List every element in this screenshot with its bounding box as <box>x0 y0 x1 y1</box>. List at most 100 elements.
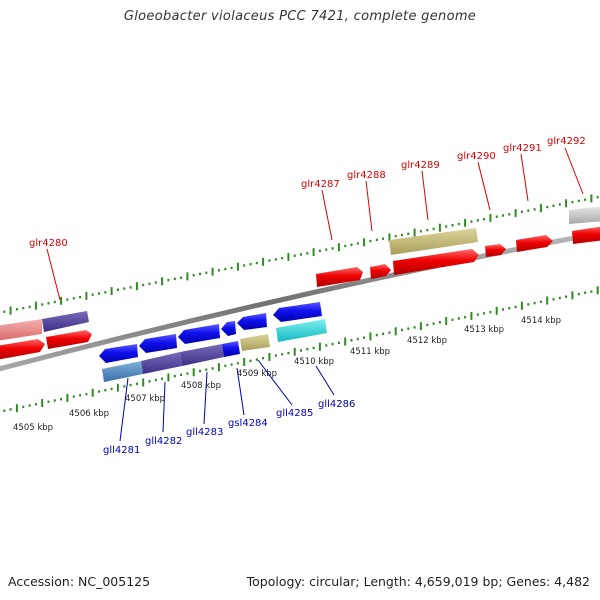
gene-arrow-red[interactable] <box>393 249 479 275</box>
gene-arrow-red[interactable] <box>370 264 391 279</box>
minor-tick <box>79 394 82 397</box>
gene-arrow-red[interactable] <box>46 330 92 349</box>
minor-tick <box>312 346 315 350</box>
minor-tick <box>520 210 523 213</box>
major-tick <box>236 262 239 271</box>
minor-tick <box>167 278 170 282</box>
gene-arrow-red[interactable] <box>516 235 553 252</box>
minor-tick <box>476 219 479 222</box>
major-tick <box>142 378 145 387</box>
minor-tick <box>148 282 151 285</box>
minor-tick <box>356 242 359 245</box>
gene-arrow-blue[interactable] <box>237 313 267 330</box>
minor-tick <box>104 291 107 294</box>
gene-box-blue[interactable] <box>222 341 240 357</box>
gene-features[interactable] <box>0 206 600 382</box>
gene-box-purple[interactable] <box>180 344 224 366</box>
scale-label: 4509 kbp <box>237 369 277 379</box>
gene-label-glr4288[interactable]: glr4288 <box>347 170 386 181</box>
major-tick <box>66 393 69 402</box>
major-tick <box>514 209 517 218</box>
minor-tick <box>325 248 328 251</box>
minor-tick <box>205 271 208 274</box>
minor-tick <box>15 308 18 311</box>
major-tick <box>539 204 542 213</box>
major-tick <box>186 272 189 281</box>
minor-tick <box>154 378 157 382</box>
minor-tick <box>205 368 208 371</box>
minor-tick <box>281 353 284 356</box>
minor-tick <box>508 213 511 216</box>
gene-label-glr4290[interactable]: glr4290 <box>457 151 496 162</box>
gene-label-gll4283[interactable]: gll4283 <box>186 427 223 438</box>
minor-tick <box>565 295 568 298</box>
minor-tick <box>249 263 252 266</box>
gene-arrow-blue[interactable] <box>139 334 177 353</box>
minor-tick <box>350 339 353 342</box>
minor-tick <box>135 382 138 385</box>
gene-arrow-red[interactable] <box>0 339 45 360</box>
minor-tick <box>407 232 410 235</box>
minor-tick <box>154 281 157 284</box>
minor-tick <box>375 333 378 337</box>
minor-tick <box>432 227 435 231</box>
gene-label-glr4291[interactable]: glr4291 <box>503 143 542 154</box>
gene-box-khaki[interactable] <box>240 334 270 351</box>
gene-arrow-red[interactable] <box>316 267 363 287</box>
gene-label-glr4292[interactable]: glr4292 <box>547 136 586 147</box>
minor-tick <box>584 198 587 201</box>
minor-tick <box>457 222 460 226</box>
minor-tick <box>577 199 580 203</box>
gene-box-cyan[interactable] <box>276 319 327 342</box>
gene-box-gray[interactable] <box>569 206 600 224</box>
minor-tick <box>419 230 422 233</box>
minor-tick <box>533 208 536 211</box>
gene-arrow-blue[interactable] <box>178 324 220 344</box>
minor-tick <box>546 205 549 209</box>
major-tick <box>470 311 473 320</box>
minor-tick <box>596 196 599 199</box>
gene-label-glr4287[interactable]: glr4287 <box>301 179 340 190</box>
major-tick <box>318 342 321 351</box>
gene-label-gll4286[interactable]: gll4286 <box>318 399 355 410</box>
minor-tick <box>53 300 56 304</box>
gene-box-pink[interactable] <box>0 319 42 341</box>
gene-label-gll4282[interactable]: gll4282 <box>145 436 182 447</box>
gene-box-steelblue[interactable] <box>102 361 143 382</box>
scale-label: 4506 kbp <box>69 409 109 419</box>
minor-tick <box>180 276 183 279</box>
minor-tick <box>60 398 63 401</box>
accession-text: Accession: NC_005125 <box>8 574 151 589</box>
scale-label: 4514 kbp <box>521 316 561 326</box>
major-tick <box>571 291 574 300</box>
gene-arrow-blue[interactable] <box>99 344 138 363</box>
gene-arrow-red[interactable] <box>485 244 506 257</box>
minor-tick <box>22 405 25 409</box>
minor-tick <box>230 363 233 366</box>
gene-arrow-red[interactable] <box>572 226 600 244</box>
gene-label-gll4281[interactable]: gll4281 <box>103 445 140 456</box>
major-tick <box>9 306 12 315</box>
gene-box-purple[interactable] <box>141 352 182 374</box>
major-tick <box>495 306 498 315</box>
gene-box-purple[interactable] <box>42 311 89 332</box>
minor-tick <box>426 228 429 232</box>
gene-label-gll4285[interactable]: gll4285 <box>276 408 313 419</box>
gene-arrow-blue[interactable] <box>273 302 322 322</box>
gene-label-glr4289[interactable]: glr4289 <box>401 160 440 171</box>
minor-tick <box>148 380 151 383</box>
major-tick <box>161 277 164 286</box>
minor-tick <box>375 238 378 242</box>
minor-tick <box>451 224 454 227</box>
major-tick <box>41 399 44 407</box>
topology-text: Topology: circular; Length: 4,659,019 bp… <box>246 574 590 589</box>
gene-box-khaki[interactable] <box>389 228 478 255</box>
gene-label-gsl4284[interactable]: gsl4284 <box>228 418 268 429</box>
gene-arrow-blue[interactable] <box>221 321 236 336</box>
gene-label-glr4280[interactable]: glr4280 <box>29 238 68 249</box>
minor-tick <box>476 313 479 316</box>
minor-tick <box>356 337 359 341</box>
major-tick <box>287 252 290 261</box>
minor-tick <box>426 323 429 327</box>
